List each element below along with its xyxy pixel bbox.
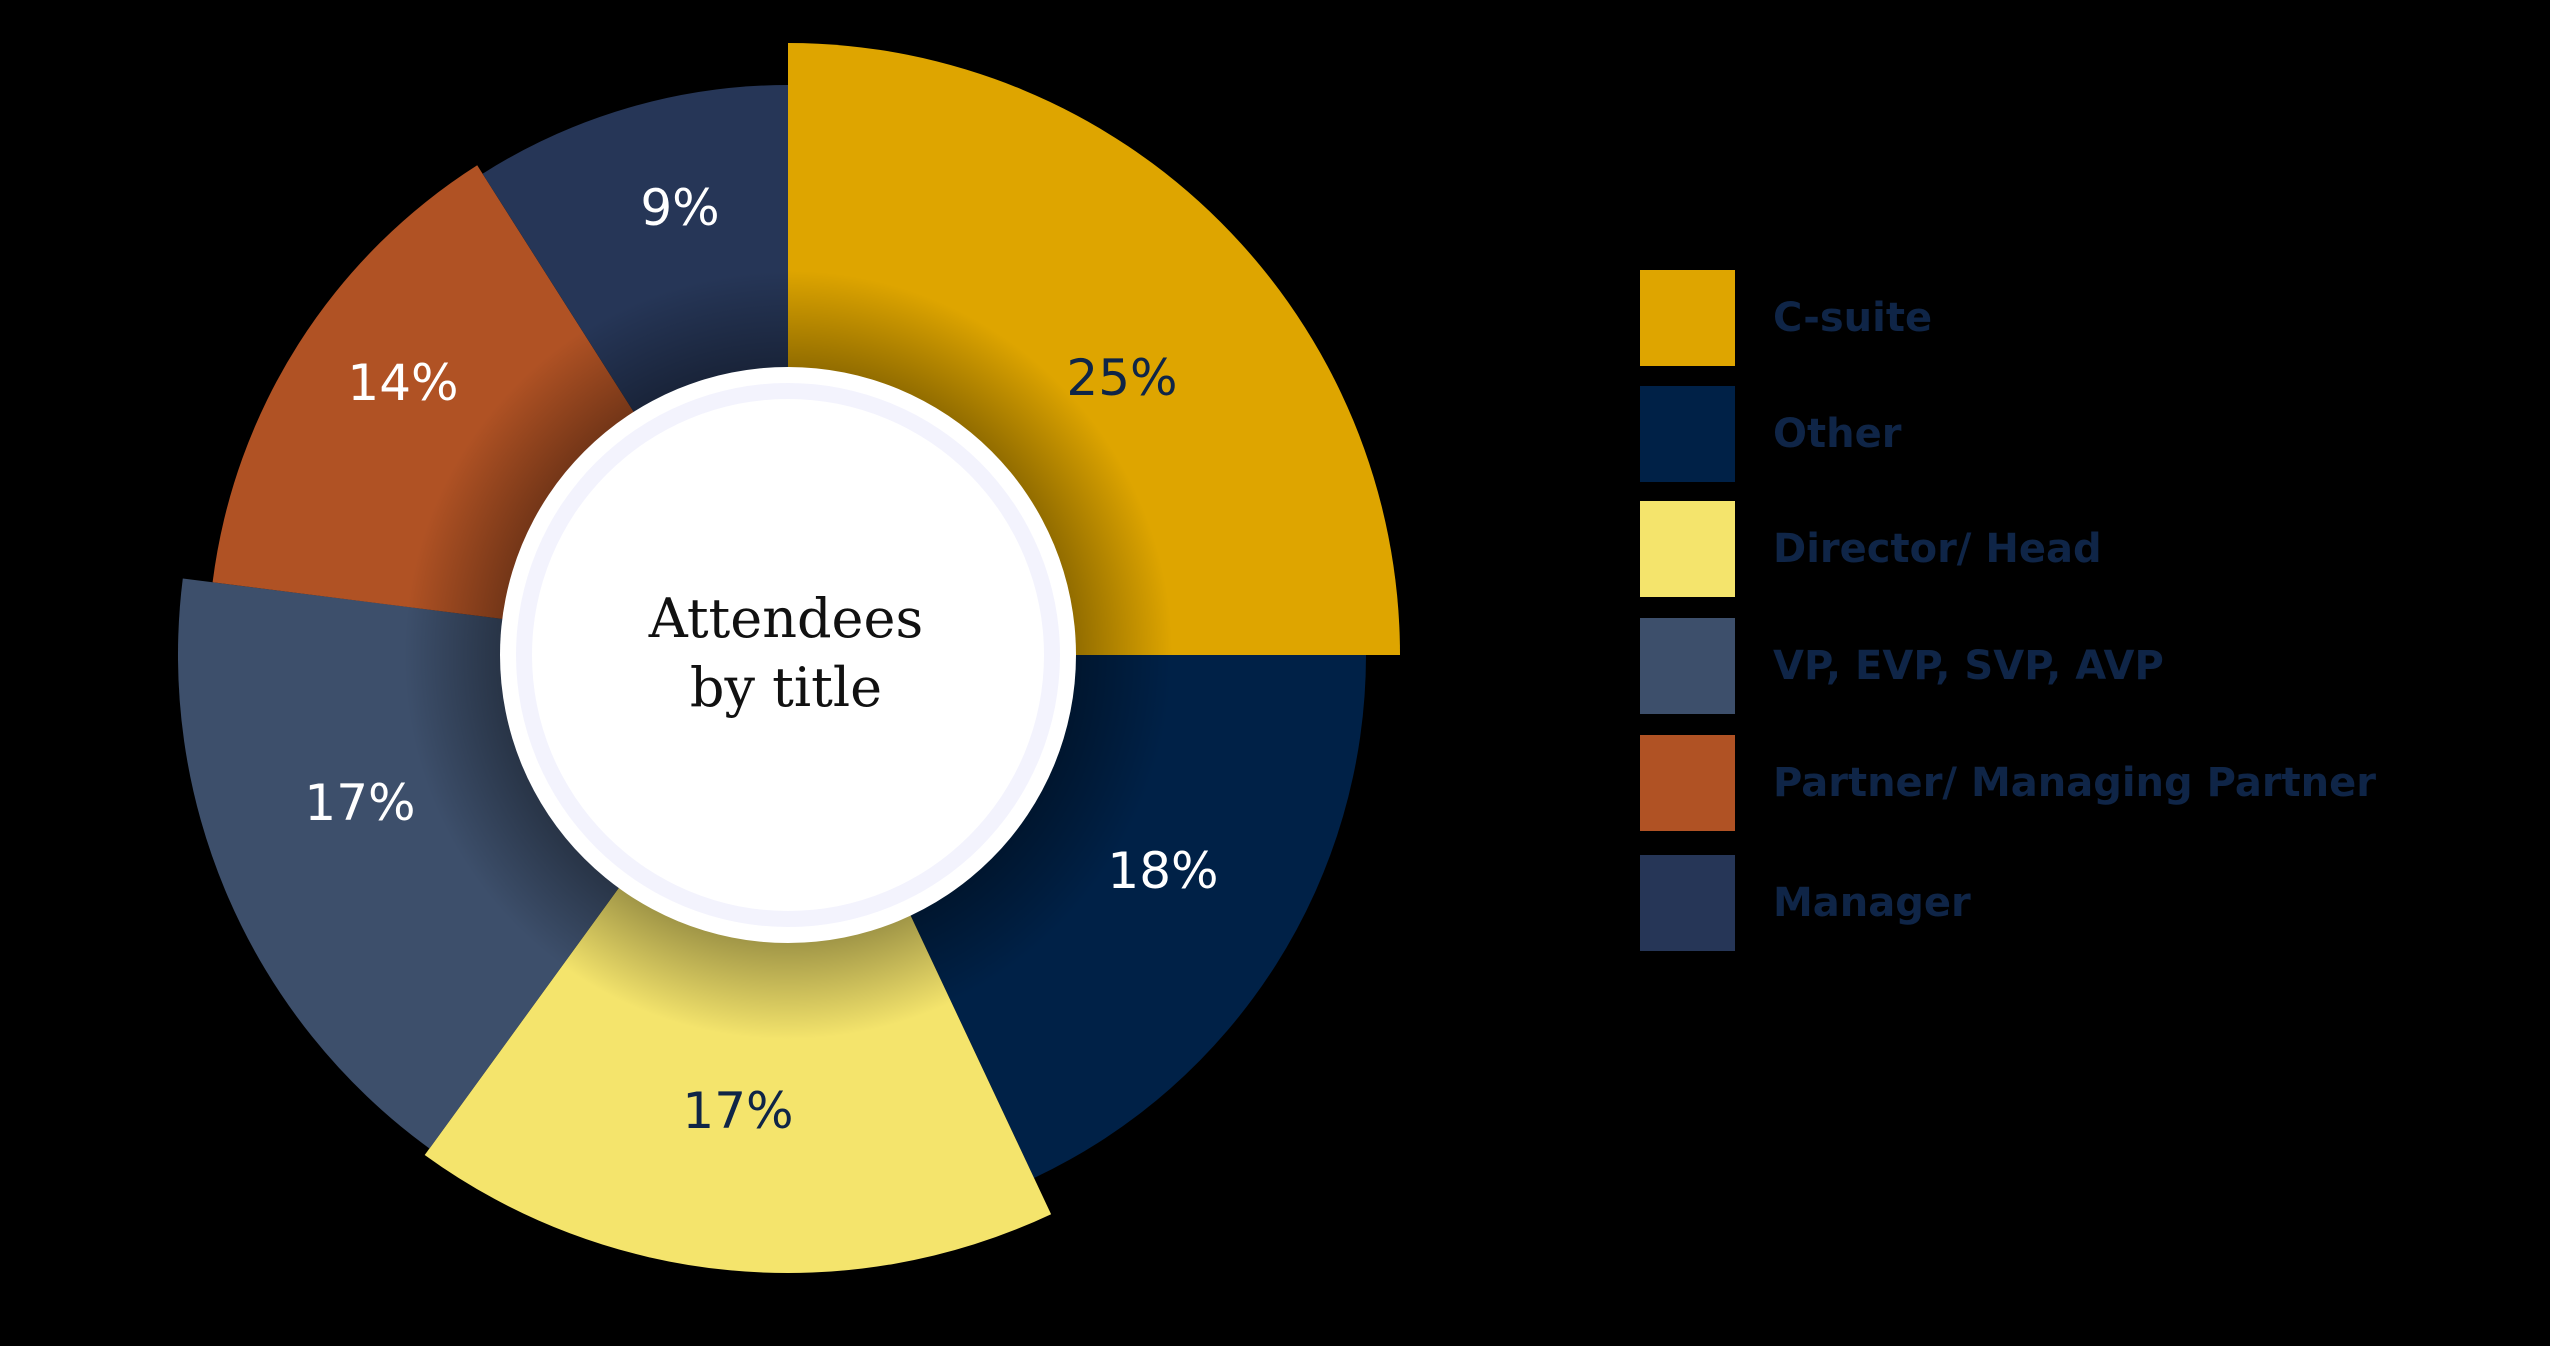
legend-swatch-vp: [1640, 618, 1735, 714]
legend-label: C-suite: [1773, 295, 1933, 341]
slice-value-label: 9%: [640, 179, 719, 237]
legend-label: Director/ Head: [1773, 526, 2102, 572]
slice-shade: [424, 655, 1052, 1274]
legend-label: VP, EVP, SVP, AVP: [1773, 643, 2164, 689]
center-disc: [532, 399, 1044, 911]
legend-item-other[interactable]: Other: [1640, 386, 1901, 482]
legend-swatch-c-suite: [1640, 270, 1735, 366]
slice-value-label: 14%: [347, 354, 458, 412]
legend-swatch-partner: [1640, 735, 1735, 831]
legend-label: Manager: [1773, 880, 1971, 926]
legend-label: Partner/ Managing Partner: [1773, 760, 2377, 806]
center-title-line2: by title: [690, 656, 882, 719]
slice-labels: 25% 18% 17% 17% 14% 9%: [304, 179, 1218, 1140]
legend-item-director-head[interactable]: Director/ Head: [1640, 501, 2102, 597]
legend-swatch-director-head: [1640, 501, 1735, 597]
legend-item-partner[interactable]: Partner/ Managing Partner: [1640, 735, 2376, 831]
slice-value-label: 17%: [304, 774, 415, 832]
slice-value-label: 18%: [1107, 842, 1218, 900]
slice-value-label: 17%: [682, 1082, 793, 1140]
center-title-line1: Attendees: [648, 587, 923, 650]
legend-item-manager[interactable]: Manager: [1640, 855, 1971, 951]
legend-swatch-other: [1640, 386, 1735, 482]
legend-label: Other: [1773, 411, 1902, 457]
legend-item-c-suite[interactable]: C-suite: [1640, 270, 1932, 366]
legend-swatch-manager: [1640, 855, 1735, 951]
slice-value-label: 25%: [1066, 349, 1177, 407]
legend-item-vp[interactable]: VP, EVP, SVP, AVP: [1640, 618, 2164, 714]
